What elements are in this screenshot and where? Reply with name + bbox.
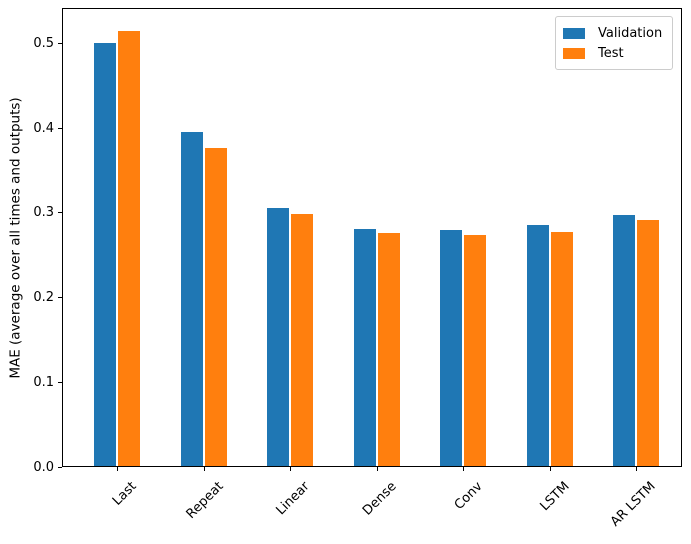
y-tick-label: 0.5 xyxy=(33,36,54,52)
y-axis-label: MAE (average over all times and outputs) xyxy=(8,96,24,379)
x-tick-label: Dense xyxy=(359,479,400,519)
bar-validation-linear xyxy=(267,207,289,467)
bar-validation-lstm xyxy=(526,224,549,467)
bar-test-last xyxy=(118,30,140,467)
x-tick-mark xyxy=(117,467,118,471)
legend-row-test: Test xyxy=(563,43,662,63)
y-axis-label-box: MAE (average over all times and outputs) xyxy=(6,8,26,467)
x-tick-label: LSTM xyxy=(536,479,573,515)
bar-test-linear xyxy=(291,213,313,467)
y-tick-label: 0.4 xyxy=(33,120,54,136)
x-tick-mark xyxy=(549,467,551,471)
x-tick-mark xyxy=(376,467,378,471)
x-tick-mark xyxy=(203,467,205,471)
y-tick-label: 0.0 xyxy=(33,459,54,475)
y-tick-mark xyxy=(58,127,62,129)
bar-validation-repeat xyxy=(180,132,203,467)
x-tick-mark xyxy=(290,467,291,471)
x-tick-mark xyxy=(636,467,637,471)
x-tick-label: AR LSTM xyxy=(607,479,659,530)
bar-validation-dense xyxy=(353,229,376,467)
bar-test-conv xyxy=(464,234,486,467)
legend: Validation Test xyxy=(555,16,673,70)
y-tick-label: 0.2 xyxy=(33,290,54,306)
legend-label-validation: Validation xyxy=(598,25,663,41)
bar-validation-ar-lstm xyxy=(613,214,635,467)
bar-validation-conv xyxy=(440,229,462,467)
x-tick-mark xyxy=(463,467,464,471)
y-tick-mark xyxy=(58,212,62,214)
legend-swatch-validation xyxy=(563,27,585,39)
bar-test-lstm xyxy=(550,232,573,467)
legend-row-validation: Validation xyxy=(563,23,662,43)
x-tick-label: Conv xyxy=(451,479,486,513)
y-tick-mark xyxy=(58,297,62,299)
y-tick-mark xyxy=(58,381,62,383)
x-tick-label: Last xyxy=(109,479,140,509)
x-tick-label: Repeat xyxy=(183,479,227,522)
y-tick-mark xyxy=(58,466,62,468)
y-tick-mark xyxy=(58,43,62,45)
bar-test-dense xyxy=(377,233,400,467)
bar-test-repeat xyxy=(204,147,227,467)
bar-test-ar-lstm xyxy=(637,219,659,467)
legend-swatch-test xyxy=(563,47,585,59)
x-tick-label: Linear xyxy=(273,479,313,519)
legend-label-test: Test xyxy=(598,45,624,61)
y-tick-label: 0.1 xyxy=(33,374,54,390)
y-tick-label: 0.3 xyxy=(33,205,54,221)
bar-validation-last xyxy=(94,42,116,467)
